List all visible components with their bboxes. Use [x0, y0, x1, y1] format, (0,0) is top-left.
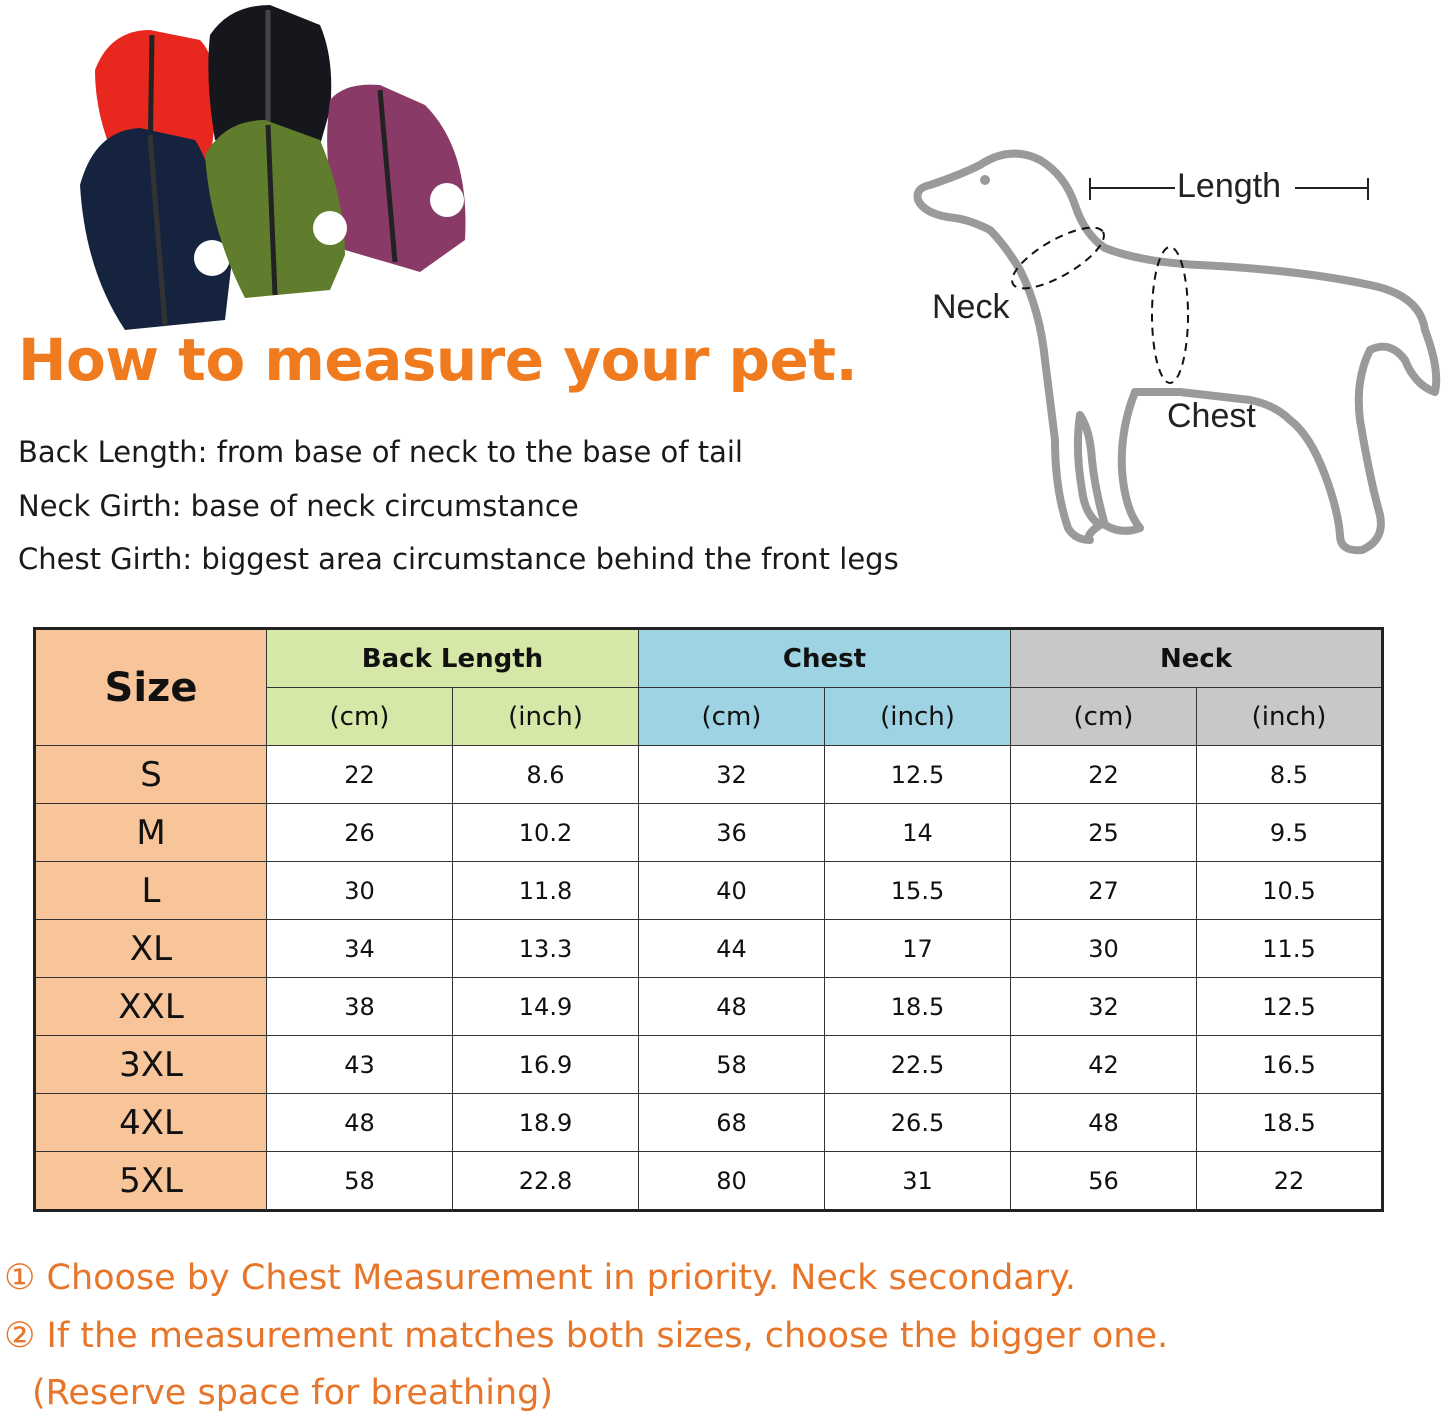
value-cell: 80 [638, 1151, 825, 1211]
value-cell: 10.5 [1196, 861, 1383, 920]
value-cell: 10.2 [452, 803, 639, 862]
unit-header: (inch) [824, 687, 1011, 746]
value-cell: 8.6 [452, 745, 639, 804]
unit-header: (cm) [638, 687, 825, 746]
unit-header: (inch) [1196, 687, 1383, 746]
value-cell: 42 [1010, 1035, 1197, 1094]
value-cell: 22.8 [452, 1151, 639, 1211]
value-cell: 56 [1010, 1151, 1197, 1211]
value-cell: 9.5 [1196, 803, 1383, 862]
size-cell: XL [34, 919, 267, 978]
group-header: Neck [1010, 628, 1383, 688]
size-header: Size [34, 628, 267, 746]
vest-black [208, 5, 332, 145]
value-cell: 26.5 [824, 1093, 1011, 1152]
value-cell: 22 [1010, 745, 1197, 804]
unit-header: (cm) [1010, 687, 1197, 746]
size-cell: 4XL [34, 1093, 267, 1152]
value-cell: 58 [266, 1151, 453, 1211]
value-cell: 17 [824, 919, 1011, 978]
value-cell: 26 [266, 803, 453, 862]
vest-purple [327, 84, 466, 272]
value-cell: 43 [266, 1035, 453, 1094]
value-cell: 32 [638, 745, 825, 804]
value-cell: 14 [824, 803, 1011, 862]
dog-outline [913, 149, 1441, 555]
size-cell: S [34, 745, 267, 804]
value-cell: 15.5 [824, 861, 1011, 920]
group-header: Back Length [266, 628, 639, 688]
note: (Reserve space for breathing) [32, 1373, 554, 1413]
size-cell: 3XL [34, 1035, 267, 1094]
vests-photo [80, 5, 466, 330]
value-cell: 16.5 [1196, 1035, 1383, 1094]
neck-label: Neck [932, 288, 1010, 326]
value-cell: 18.5 [824, 977, 1011, 1036]
chest-label: Chest [1167, 397, 1256, 435]
title: How to measure your pet. [18, 326, 858, 394]
value-cell: 11.8 [452, 861, 639, 920]
length-label: Length [1177, 167, 1281, 205]
value-cell: 32 [1010, 977, 1197, 1036]
group-header: Chest [638, 628, 1011, 688]
value-cell: 27 [1010, 861, 1197, 920]
size-cell: 5XL [34, 1151, 267, 1211]
value-cell: 38 [266, 977, 453, 1036]
value-cell: 31 [824, 1151, 1011, 1211]
value-cell: 30 [1010, 919, 1197, 978]
value-cell: 68 [638, 1093, 825, 1152]
value-cell: 58 [638, 1035, 825, 1094]
size-cell: XXL [34, 977, 267, 1036]
dog-diagram: Length Neck Chest [913, 149, 1441, 555]
value-cell: 18.5 [1196, 1093, 1383, 1152]
note: ① Choose by Chest Measurement in priorit… [4, 1258, 1076, 1298]
value-cell: 34 [266, 919, 453, 978]
value-cell: 30 [266, 861, 453, 920]
value-cell: 48 [638, 977, 825, 1036]
size-cell: L [34, 861, 267, 920]
value-cell: 36 [638, 803, 825, 862]
value-cell: 13.3 [452, 919, 639, 978]
value-cell: 14.9 [452, 977, 639, 1036]
size-table: Size Back Length Chest Neck (cm) (inch) (cm) (i… [33, 627, 1384, 1212]
value-cell: 18.9 [452, 1093, 639, 1152]
value-cell: 22 [266, 745, 453, 804]
value-cell: 8.5 [1196, 745, 1383, 804]
value-cell: 44 [638, 919, 825, 978]
note: ② If the measurement matches both sizes,… [4, 1316, 1169, 1356]
value-cell: 11.5 [1196, 919, 1383, 978]
value-cell: 25 [1010, 803, 1197, 862]
value-cell: 22.5 [824, 1035, 1011, 1094]
value-cell: 48 [266, 1093, 453, 1152]
size-cell: M [34, 803, 267, 862]
description: Back Length: from base of neck to the ba… [18, 435, 743, 469]
description: Chest Girth: biggest area circumstance b… [18, 542, 899, 576]
unit-header: (cm) [266, 687, 453, 746]
vest-navy [80, 128, 232, 330]
value-cell: 12.5 [824, 745, 1011, 804]
value-cell: 12.5 [1196, 977, 1383, 1036]
value-cell: 22 [1196, 1151, 1383, 1211]
value-cell: 40 [638, 861, 825, 920]
description: Neck Girth: base of neck circumstance [18, 489, 579, 523]
value-cell: 48 [1010, 1093, 1197, 1152]
unit-header: (inch) [452, 687, 639, 746]
vest-green [205, 120, 347, 298]
value-cell: 16.9 [452, 1035, 639, 1094]
